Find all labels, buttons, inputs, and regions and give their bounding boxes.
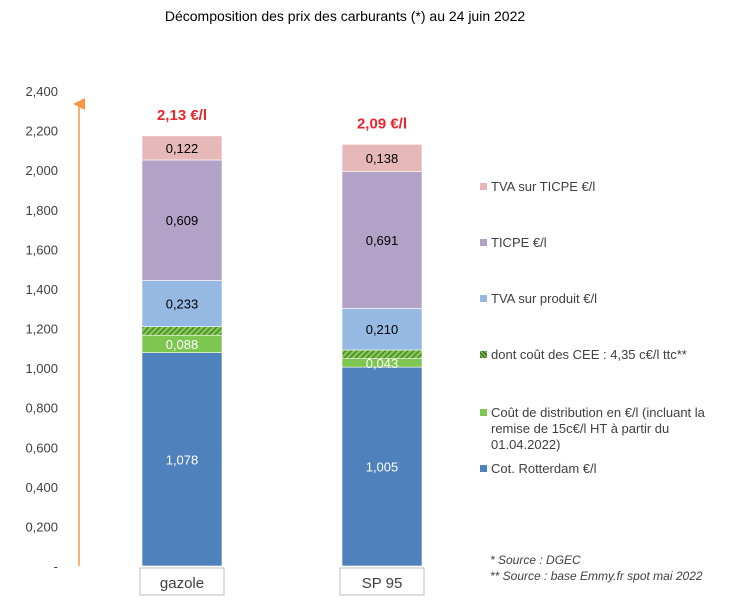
y-tick-label: 2,000: [25, 163, 58, 178]
legend-swatch: [480, 183, 487, 190]
legend-item: Cot. Rotterdam €/l: [480, 461, 740, 477]
legend-item: TVA sur produit €/l: [480, 291, 740, 307]
bar-segment-label: 1,005: [366, 460, 399, 475]
y-tick-label: 2,200: [25, 124, 58, 139]
bar-segment-label: 0,210: [366, 322, 399, 337]
bar-segment-label: 0,138: [366, 151, 399, 166]
legend-label: dont coût des CEE : 4,35 c€/l ttc**: [491, 347, 687, 362]
legend-swatch: [480, 465, 487, 472]
bar-segment-label: 0,691: [366, 233, 399, 248]
bar-segment: [141, 135, 223, 161]
y-tick-label: 1,800: [25, 203, 58, 218]
bar-segment-label: 1,078: [166, 452, 199, 467]
chart-title: Décomposition des prix des carburants (*…: [165, 8, 526, 24]
legend-label: Coût de distribution en €/l (incluant la…: [491, 405, 705, 452]
bar-segment-label: 0,043: [366, 356, 399, 371]
bar-segment: [341, 144, 423, 172]
x-axis: gazole SP 95: [139, 567, 425, 596]
y-tick-label: 0,400: [25, 480, 58, 495]
bars: 1,078 0,088 0,233 0,609 0,122 2,13 €/l 1,005 0,…: [141, 107, 423, 567]
y-tick-label: 1,000: [25, 361, 58, 376]
bar-total-label: 2,09 €/l: [357, 115, 407, 132]
bar-segment-label: 0,122: [166, 141, 199, 156]
bar-segment-label: 0,088: [166, 337, 199, 352]
legend-label: TVA sur produit €/l: [491, 291, 597, 306]
category-box: [139, 567, 225, 596]
legend-label: TVA sur TICPE €/l: [491, 179, 596, 194]
bar-segment: [341, 171, 423, 309]
legend-swatch: [480, 409, 487, 416]
source-note-dgec: * Source : DGEC: [490, 553, 581, 567]
y-tick-label: 2,400: [25, 84, 58, 99]
bar-total-label: 2,13 €/l: [157, 107, 207, 124]
legend-item: TICPE €/l: [480, 235, 740, 251]
y-tick-label: 1,600: [25, 242, 58, 257]
bar-segment: [141, 159, 223, 281]
source-note-emmy: ** Source : base Emmy.fr spot mai 2022: [490, 569, 703, 583]
y-tick-label: 1,400: [25, 282, 58, 297]
source-notes: * Source : DGEC ** Source : base Emmy.fr…: [490, 552, 703, 584]
legend-item: dont coût des CEE : 4,35 c€/l ttc**: [480, 347, 740, 363]
legend-swatch: [480, 295, 487, 302]
legend-swatch: [480, 239, 487, 246]
bar-segment-label: 0,609: [166, 213, 199, 228]
legend-item: TVA sur TICPE €/l: [480, 179, 740, 195]
bar-segment: [341, 366, 423, 567]
bar-segment: [141, 280, 223, 327]
category-box: [339, 567, 425, 596]
bar-segment-label: 0,233: [166, 297, 199, 312]
y-axis: - 0,200 0,400 0,600 0,800 1,000 1,200 1,400 1,60…: [25, 84, 85, 574]
y-tick-label: 1,200: [25, 322, 58, 337]
bar-segment: [341, 349, 423, 359]
bar-segment: [341, 308, 423, 351]
y-tick-label: 0,200: [25, 519, 58, 534]
bar-segment: [141, 326, 223, 336]
bar-segment: [141, 352, 223, 567]
category-label: SP 95: [362, 575, 403, 592]
legend-label: Cot. Rotterdam €/l: [491, 461, 597, 476]
y-tick-label: 0,600: [25, 440, 58, 455]
y-tick-label: -: [54, 559, 58, 574]
category-label: gazole: [160, 575, 204, 592]
legend-item: Coût de distribution en €/l (incluant la…: [480, 405, 740, 453]
y-tick-label: 0,800: [25, 401, 58, 416]
legend-swatch: [480, 351, 487, 358]
legend-label: TICPE €/l: [491, 235, 547, 250]
